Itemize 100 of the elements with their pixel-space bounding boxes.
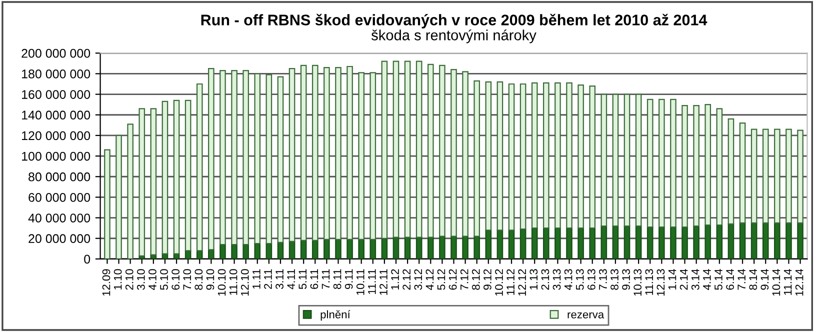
- x-tick-label: 12.10: [240, 269, 249, 296]
- bar: [439, 236, 446, 259]
- x-tick-label: 10.13: [634, 269, 642, 296]
- x-tick-label: 6.13: [587, 269, 596, 290]
- x-tick-label: 11.12: [506, 269, 514, 295]
- x-tick-label: 6.11: [310, 269, 318, 289]
- bar: [786, 128, 792, 224]
- bar: [335, 238, 342, 259]
- bar: [312, 240, 318, 259]
- bar: [392, 60, 400, 238]
- bar: [254, 73, 261, 244]
- bar: [797, 222, 804, 259]
- bar: [346, 66, 353, 240]
- bar: [162, 100, 168, 254]
- bar: [786, 222, 792, 259]
- y-tick-label: 120 000 000: [22, 131, 90, 140]
- bar: [266, 74, 272, 244]
- bar: [635, 225, 642, 259]
- bar: [254, 242, 261, 259]
- x-tick-label: 10.12: [495, 269, 503, 296]
- bar: [300, 240, 307, 259]
- legend-label: plnění: [320, 310, 350, 321]
- x-tick-label: 5.13: [576, 269, 584, 290]
- bar: [646, 226, 654, 259]
- x-tick-label: 9.14: [760, 269, 769, 290]
- x-tick-label: 7.14: [738, 269, 746, 290]
- bar: [589, 228, 596, 259]
- bar: [196, 250, 203, 259]
- bar: [462, 71, 468, 237]
- bar: [184, 100, 192, 252]
- chart-subtitle: škoda s rentovými nároky: [371, 29, 536, 44]
- bar: [531, 228, 538, 259]
- bar: [600, 225, 608, 259]
- bar: [728, 118, 734, 225]
- bar: [208, 68, 214, 250]
- x-tick-label: 6.12: [448, 269, 457, 290]
- x-tick-label: 6.10: [172, 269, 180, 290]
- bar: [658, 98, 665, 228]
- x-tick-label: 11.10: [229, 269, 238, 295]
- x-tick-label: 2.11: [264, 269, 272, 289]
- y-tick-label: 80 000 000: [28, 172, 90, 182]
- bar: [543, 228, 550, 259]
- bar: [600, 94, 608, 227]
- bar: [335, 66, 342, 240]
- bar: [439, 64, 446, 237]
- x-tick-label: 8.12: [472, 269, 480, 290]
- bar: [704, 224, 712, 259]
- x-tick-label: 5.11: [298, 269, 307, 290]
- bar: [266, 242, 272, 259]
- y-tick-label: 60 000 000: [28, 193, 90, 202]
- bar: [658, 226, 665, 259]
- x-tick-label: 3.11: [276, 269, 284, 290]
- x-tick-label: 12.13: [656, 269, 665, 296]
- x-tick-label: 2.12: [402, 269, 410, 290]
- x-tick-label: 12.14: [795, 269, 804, 296]
- bar: [750, 128, 758, 224]
- bar: [288, 68, 296, 242]
- bar: [324, 238, 330, 259]
- bar: [485, 81, 492, 231]
- bar: [554, 228, 561, 259]
- x-tick-label: 8.13: [610, 269, 618, 290]
- y-tick-label: 160 000 000: [22, 90, 90, 99]
- bar: [416, 236, 422, 259]
- bar: [682, 226, 688, 259]
- bar: [508, 230, 515, 259]
- x-tick-label: 1.11: [252, 269, 260, 289]
- bar: [508, 83, 515, 231]
- bar: [150, 108, 157, 256]
- bar: [450, 69, 457, 237]
- bar: [624, 94, 630, 227]
- x-tick-label: 11.13: [645, 269, 654, 295]
- bar: [589, 86, 596, 229]
- x-tick-label: 5.14: [714, 269, 722, 290]
- x-tick-label: 3.10: [136, 269, 145, 290]
- y-tick-label: 140 000 000: [22, 110, 90, 120]
- x-tick-label: 4.10: [148, 269, 156, 290]
- bar: [474, 236, 480, 259]
- x-tick-label: 9.11: [344, 269, 353, 289]
- x-tick-label: 10.10: [218, 269, 226, 296]
- bar: [370, 72, 376, 240]
- x-tick-label: 9.12: [484, 269, 492, 290]
- bar: [173, 100, 180, 254]
- bar: [404, 60, 411, 238]
- bar: [762, 222, 769, 259]
- y-tick-label: 180 000 000: [22, 70, 90, 78]
- bar: [578, 228, 584, 259]
- y-tick-label: 20 000 000: [28, 234, 90, 244]
- x-tick-label: 1.13: [530, 269, 538, 290]
- bar: [381, 60, 388, 239]
- x-tick-label: 2.13: [541, 269, 550, 290]
- y-tick-label: 0: [84, 254, 90, 264]
- bar: [750, 222, 758, 259]
- bar: [496, 230, 504, 259]
- bar: [578, 84, 584, 229]
- x-tick-label: 11.11: [368, 269, 376, 294]
- y-tick-label: 200 000 000: [22, 48, 90, 58]
- bar: [682, 105, 688, 228]
- x-tick-label: 7.10: [183, 269, 192, 290]
- bar: [231, 70, 238, 246]
- x-tick-label: 4.14: [703, 269, 711, 290]
